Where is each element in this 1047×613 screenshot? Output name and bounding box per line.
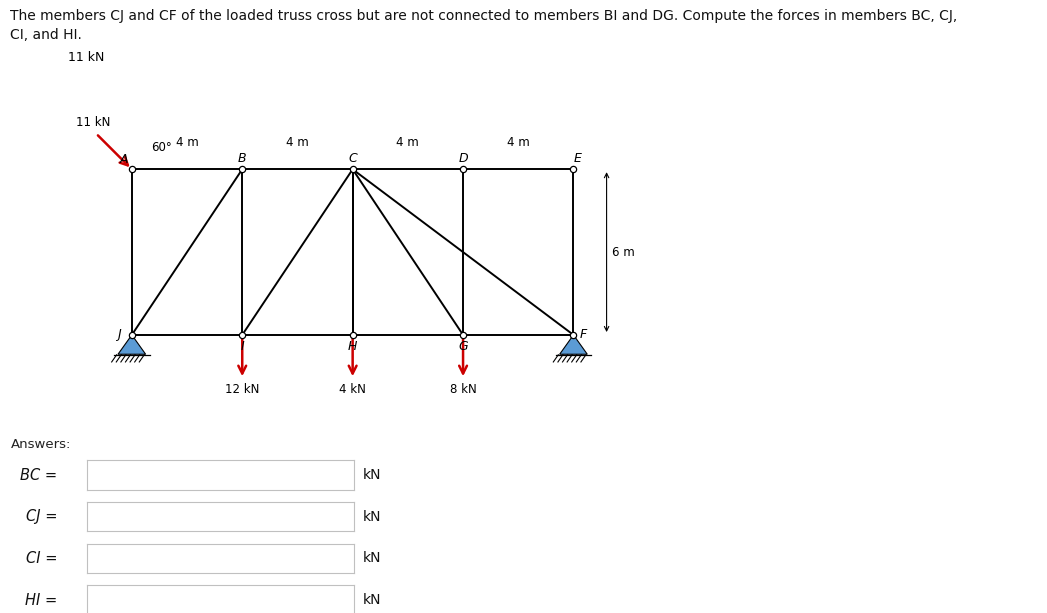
- Polygon shape: [118, 335, 146, 354]
- Text: B: B: [238, 152, 246, 166]
- Text: i: i: [71, 510, 76, 524]
- Text: 4 m: 4 m: [176, 135, 199, 148]
- Text: I: I: [241, 340, 244, 353]
- Text: The members CJ and CF of the loaded truss cross but are not connected to members: The members CJ and CF of the loaded trus…: [10, 9, 958, 23]
- Text: 12 kN: 12 kN: [225, 383, 260, 396]
- Text: G: G: [459, 340, 468, 353]
- Text: CI, and HI.: CI, and HI.: [10, 28, 83, 42]
- Text: A: A: [119, 153, 128, 166]
- Text: 4 m: 4 m: [286, 135, 309, 148]
- Text: C: C: [349, 152, 357, 166]
- Text: kN: kN: [362, 510, 381, 524]
- Text: kN: kN: [362, 593, 381, 607]
- Text: i: i: [71, 552, 76, 565]
- Text: kN: kN: [362, 552, 381, 565]
- Text: 4 m: 4 m: [507, 135, 530, 148]
- Text: F: F: [579, 329, 586, 341]
- Text: 60°: 60°: [151, 141, 172, 154]
- Text: CI =: CI =: [26, 551, 58, 566]
- Text: J: J: [117, 329, 121, 341]
- Text: D: D: [459, 152, 468, 166]
- Text: 8 kN: 8 kN: [449, 383, 476, 396]
- Text: 4 m: 4 m: [397, 135, 419, 148]
- Text: i: i: [71, 593, 76, 607]
- Text: i: i: [71, 468, 76, 482]
- Text: 11 kN: 11 kN: [68, 51, 105, 64]
- Text: E: E: [574, 152, 581, 166]
- Text: 11 kN: 11 kN: [76, 116, 110, 129]
- Text: HI =: HI =: [25, 593, 58, 607]
- Text: CJ =: CJ =: [26, 509, 58, 524]
- Text: H: H: [348, 340, 357, 353]
- Text: 6 m: 6 m: [612, 246, 634, 259]
- Text: Answers:: Answers:: [10, 438, 71, 451]
- Text: 4 kN: 4 kN: [339, 383, 366, 396]
- Text: kN: kN: [362, 468, 381, 482]
- Polygon shape: [560, 335, 587, 354]
- Text: BC =: BC =: [21, 468, 58, 482]
